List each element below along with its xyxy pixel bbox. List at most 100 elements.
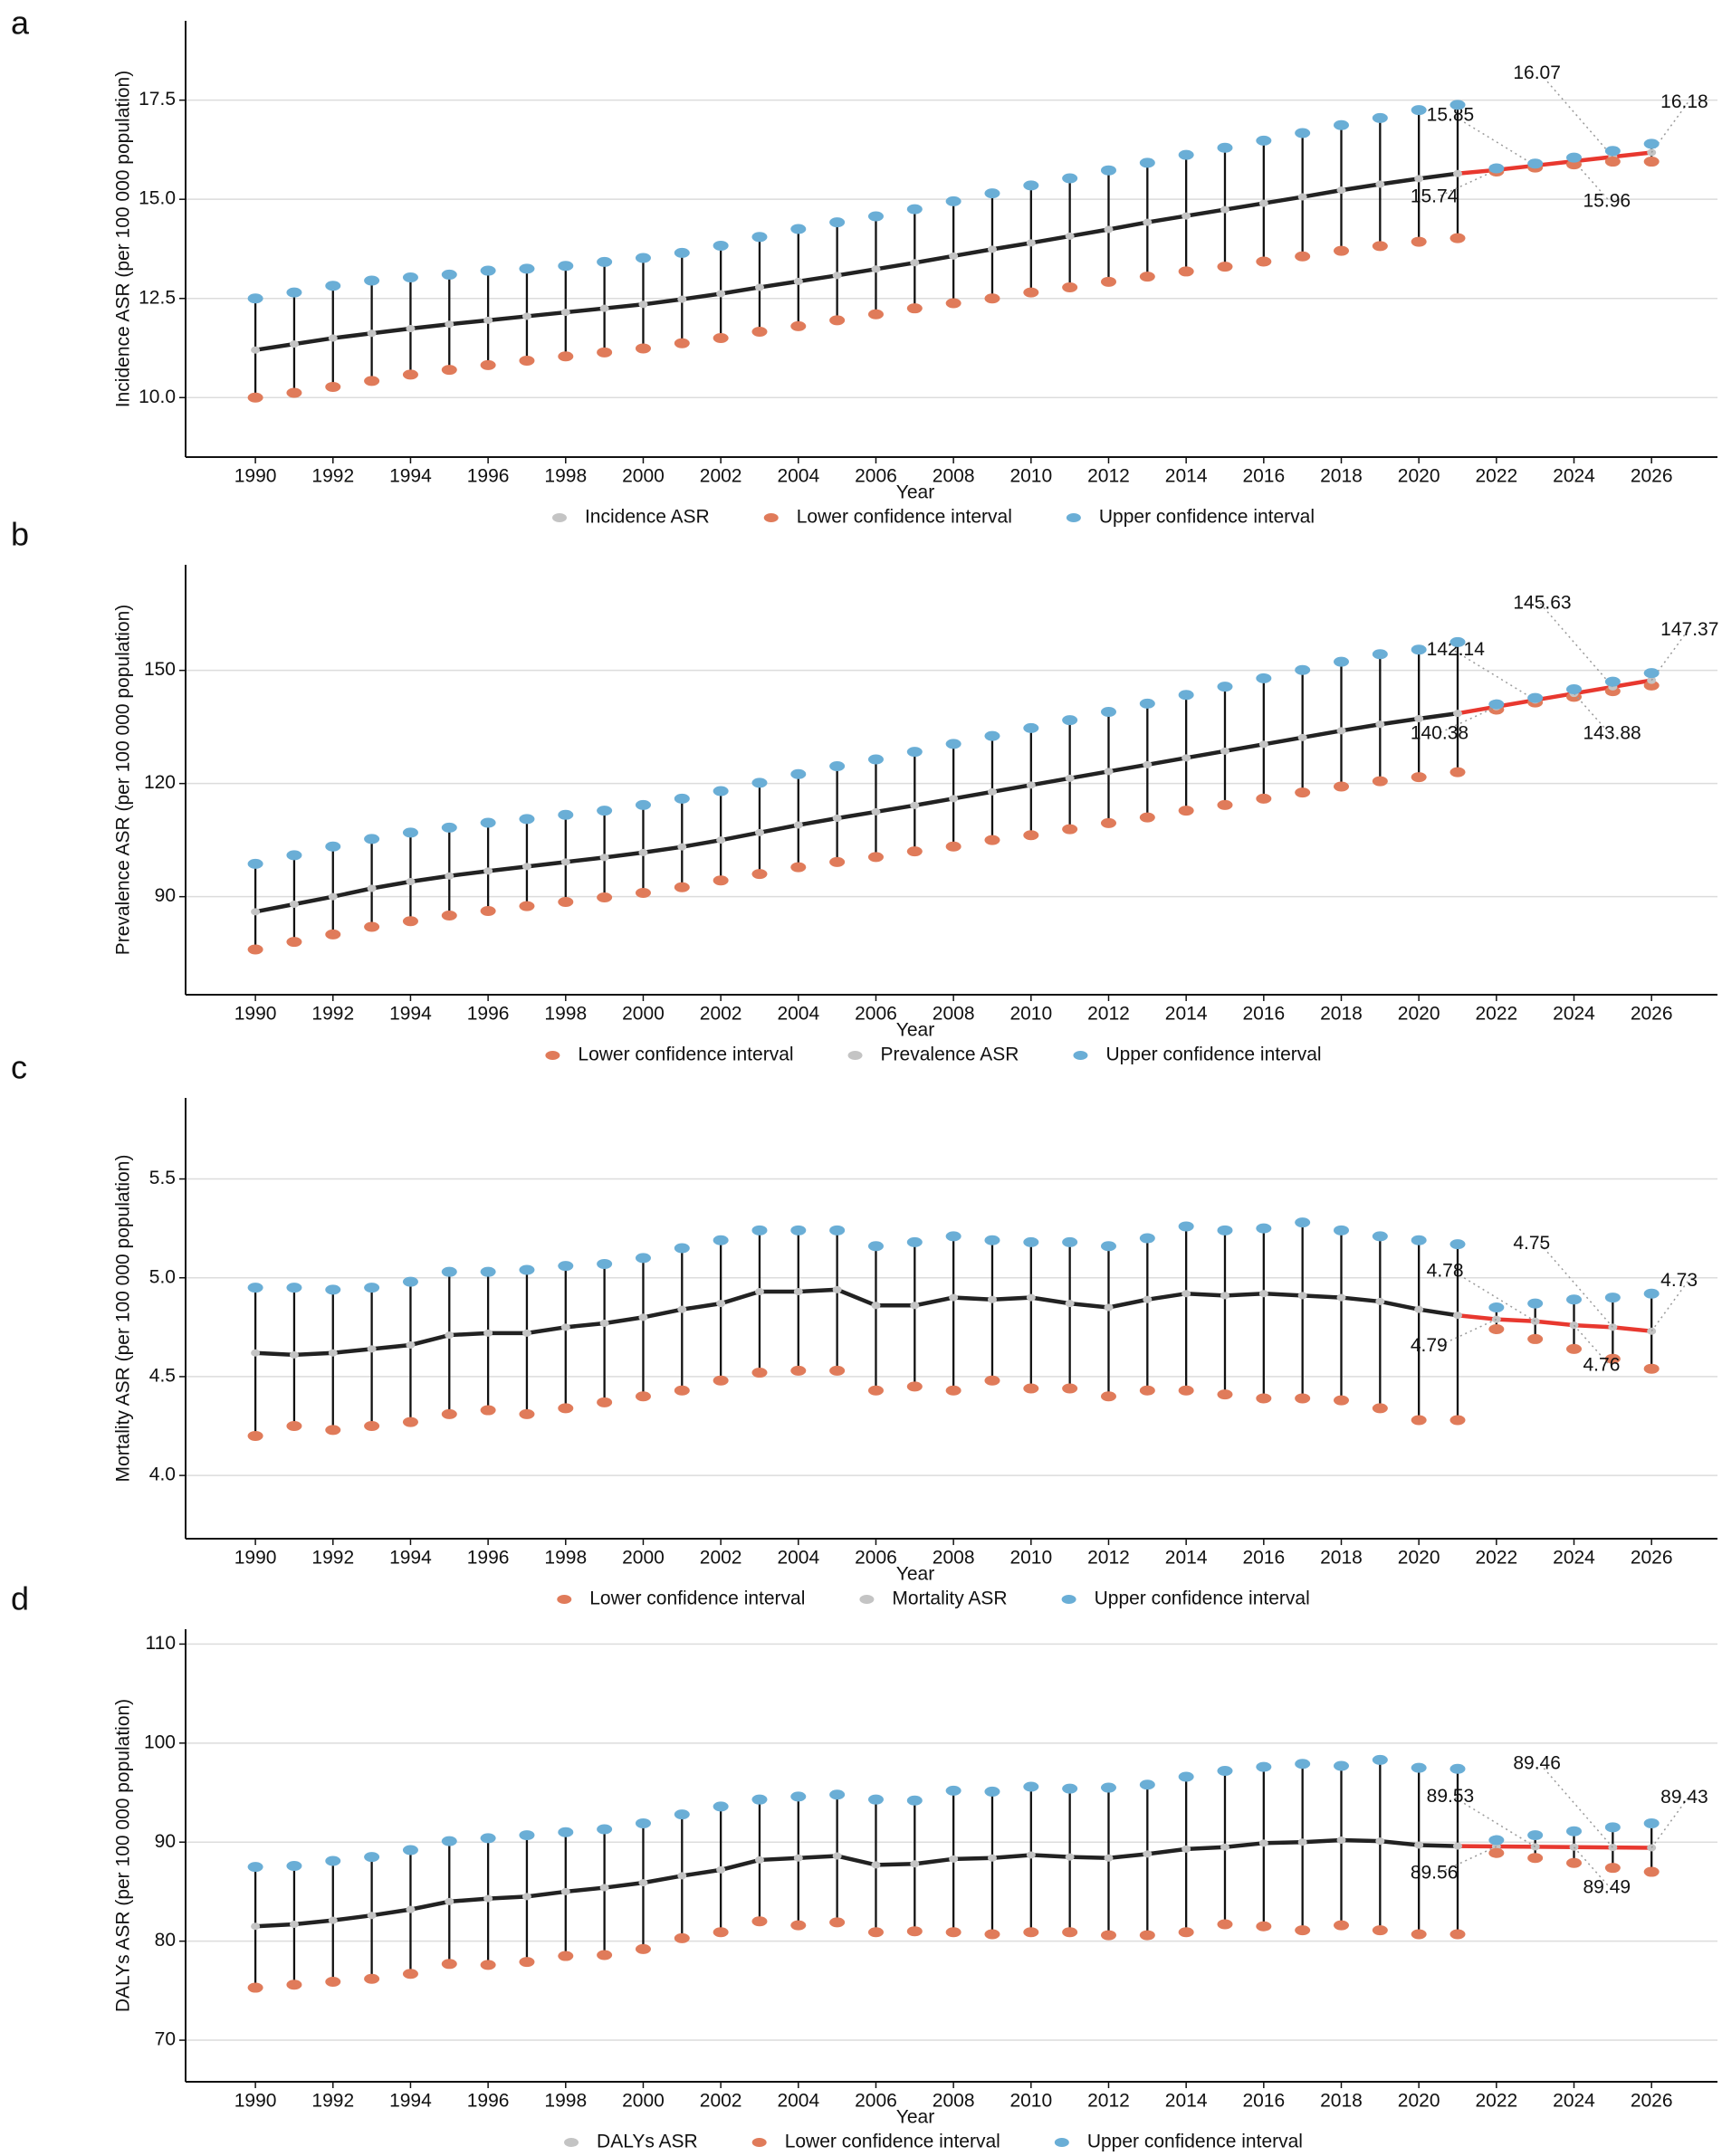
asr-point — [251, 346, 261, 354]
ci-point — [247, 1430, 263, 1441]
ci-point — [1217, 682, 1233, 692]
asr-point — [1375, 1837, 1385, 1846]
asr-line — [254, 711, 1459, 914]
asr-point — [251, 1922, 261, 1931]
legend-label: Upper confidence interval — [1095, 1588, 1310, 1609]
ci-point — [1643, 680, 1660, 691]
ci-point — [829, 1225, 846, 1235]
ci-point — [906, 1926, 923, 1937]
asr-point — [910, 801, 920, 809]
ci-point — [1411, 1235, 1427, 1245]
x-tick-label: 1990 — [234, 1548, 277, 1569]
asr-point — [910, 259, 920, 267]
ci-point — [364, 921, 380, 932]
ci-point — [1256, 1393, 1272, 1404]
x-tick-label: 2002 — [700, 466, 742, 487]
ci-point — [829, 761, 846, 771]
ci-point — [1333, 656, 1349, 667]
asr-point — [1336, 1293, 1346, 1302]
x-tick-label: 1996 — [467, 2091, 510, 2112]
asr-point — [1220, 1292, 1229, 1300]
x-tick-label: 2014 — [1165, 2091, 1208, 2112]
ci-point — [1178, 149, 1194, 160]
ci-point — [906, 1795, 923, 1806]
ci-point — [1527, 1333, 1544, 1344]
ci-point — [945, 841, 961, 852]
ci-point — [1449, 1763, 1466, 1774]
ci-point — [364, 275, 380, 286]
ci-point — [1139, 272, 1155, 282]
asr-point — [677, 1305, 687, 1313]
label-leader — [1539, 72, 1613, 157]
ci-point — [364, 834, 380, 844]
asr-point — [289, 1921, 299, 1929]
legend-marker — [557, 1595, 572, 1604]
y-tick-label: 10.0 — [139, 386, 176, 407]
ci-point — [480, 1405, 496, 1416]
ci-point — [945, 1231, 961, 1242]
asr-point — [1375, 720, 1385, 729]
value-label: 89.46 — [1513, 1753, 1561, 1774]
x-tick-label: 2024 — [1553, 1548, 1595, 1569]
ci-point — [364, 376, 380, 386]
ci-point — [1449, 233, 1466, 243]
x-tick-label: 2004 — [777, 1004, 819, 1025]
x-tick-label: 2024 — [1553, 2091, 1595, 2112]
x-tick-label: 2020 — [1398, 2091, 1440, 2112]
ci-point — [1411, 1415, 1427, 1426]
x-tick-label: 2002 — [700, 1548, 742, 1569]
ci-point — [1372, 776, 1388, 787]
x-tick-label: 2000 — [622, 466, 665, 487]
ci-point — [558, 1827, 574, 1837]
label-leader — [1539, 1243, 1613, 1328]
y-axis-label: Incidence ASR (per 100 000 population) — [113, 71, 134, 407]
ci-point — [519, 1264, 535, 1275]
value-label: 4.78 — [1427, 1260, 1464, 1281]
ci-point — [1411, 772, 1427, 783]
ci-point — [597, 1824, 613, 1835]
value-label: 4.76 — [1583, 1355, 1621, 1376]
ci-point — [1100, 1930, 1116, 1941]
y-tick-label: 90 — [155, 885, 176, 906]
ci-point — [519, 901, 535, 911]
x-tick-label: 2004 — [777, 1548, 819, 1569]
x-tick-label: 1990 — [234, 1004, 277, 1025]
x-tick-label: 2014 — [1165, 1004, 1208, 1025]
legend-marker — [1073, 1051, 1088, 1060]
ci-point — [1256, 793, 1272, 804]
ci-point — [1256, 135, 1272, 146]
x-axis-label: Year — [896, 1564, 934, 1585]
x-tick-label: 2004 — [777, 2091, 819, 2112]
ci-point — [1604, 676, 1621, 687]
asr-point — [445, 1897, 454, 1905]
x-tick-label: 2016 — [1242, 1548, 1285, 1569]
value-label: 4.73 — [1660, 1270, 1698, 1291]
asr-point — [1026, 1851, 1036, 1859]
legend-label: Mortality ASR — [892, 1588, 1007, 1609]
asr-point — [406, 325, 416, 333]
ci-point — [674, 793, 690, 804]
asr-point — [949, 795, 959, 803]
x-tick-label: 1992 — [311, 1548, 354, 1569]
y-tick-label: 4.5 — [149, 1365, 176, 1386]
ci-point — [635, 1817, 651, 1828]
value-label: 4.75 — [1513, 1233, 1550, 1254]
value-label: 89.49 — [1583, 1876, 1631, 1897]
x-tick-label: 2012 — [1087, 2091, 1130, 2112]
ci-point — [286, 387, 302, 398]
panel: a 10.0 12.5 15.0 17.5 1990 1992 1994 1996 1998 200… — [11, 5, 1717, 528]
ci-point — [558, 1403, 574, 1414]
asr-point — [871, 1302, 881, 1310]
asr-point — [949, 252, 959, 260]
ci-point — [790, 1791, 807, 1802]
asr-point — [406, 1905, 416, 1913]
ci-point — [1295, 1217, 1311, 1228]
asr-point — [949, 1855, 959, 1863]
asr-point — [1258, 199, 1268, 207]
ci-point — [1643, 1363, 1660, 1374]
y-axis-label: Prevalence ASR (per 100 000 population) — [113, 605, 134, 956]
ci-point — [713, 240, 729, 251]
x-tick-label: 2008 — [933, 1548, 975, 1569]
asr-point — [599, 854, 609, 862]
ci-point — [674, 1243, 690, 1254]
